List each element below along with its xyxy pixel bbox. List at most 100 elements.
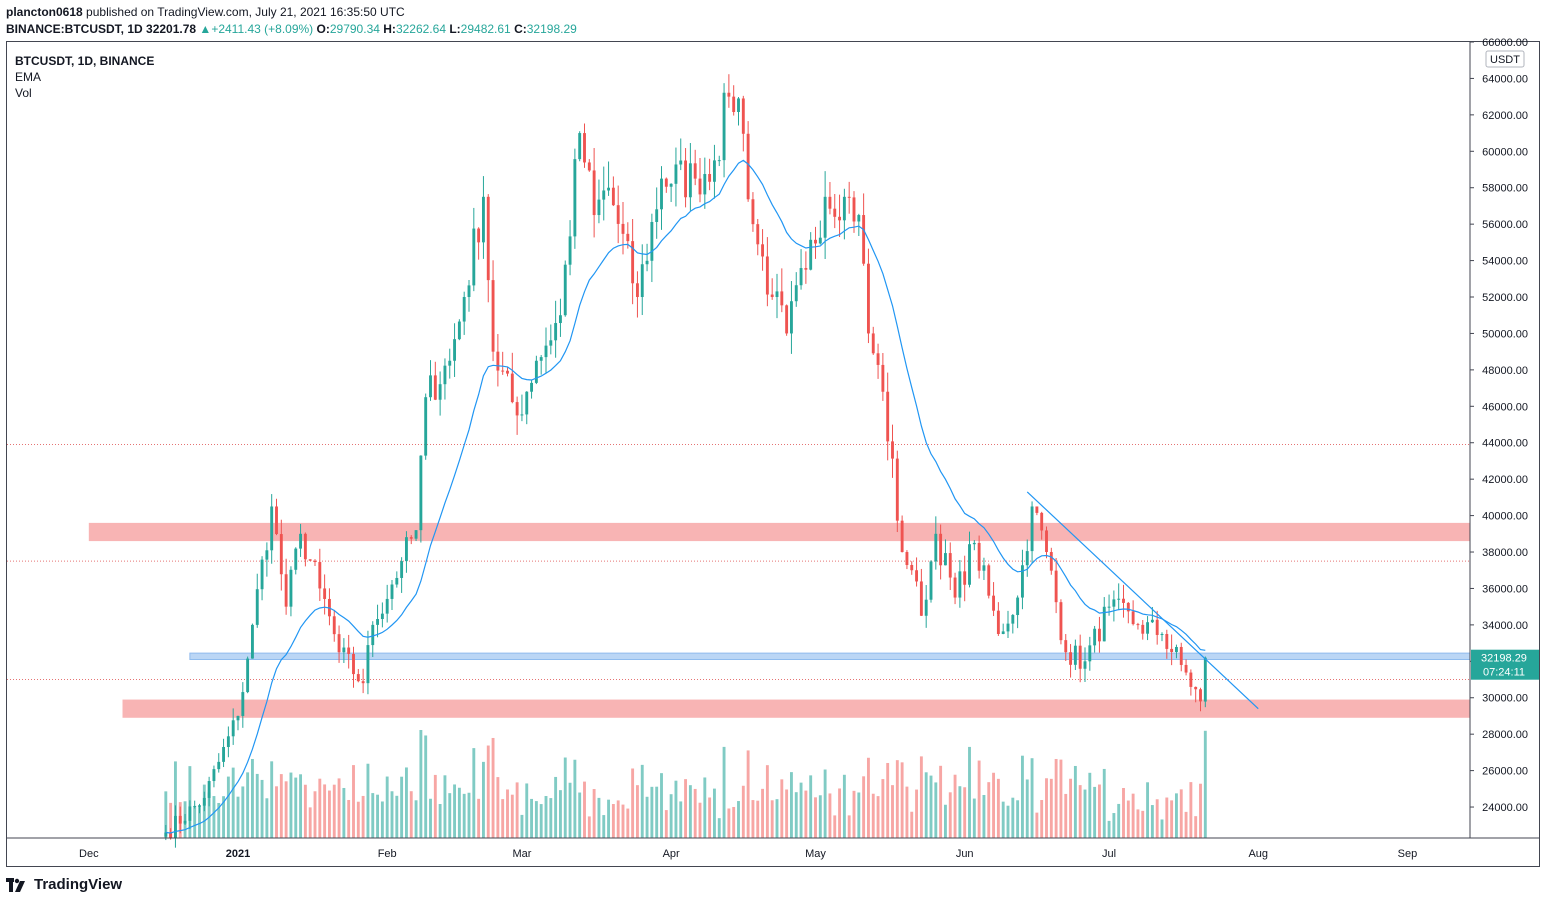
candle — [327, 588, 331, 626]
volume-bar — [842, 774, 846, 838]
candle-body — [891, 441, 894, 459]
volume-bar — [655, 786, 659, 838]
volume-bar — [376, 794, 380, 838]
candle — [1184, 659, 1188, 676]
candle-body — [934, 533, 938, 562]
volume-bar — [404, 767, 408, 838]
candle-body — [212, 769, 216, 782]
candle — [472, 207, 476, 292]
candle-body — [972, 542, 976, 545]
price-tick-label: 46000.00 — [1482, 401, 1528, 413]
price-tick-label: 66000.00 — [1482, 37, 1528, 49]
candle — [486, 194, 490, 303]
candle — [231, 708, 235, 745]
candle — [563, 260, 567, 317]
candle — [621, 202, 625, 255]
volume-bar — [688, 785, 692, 838]
candle-body — [1035, 506, 1039, 513]
candle-body — [534, 360, 538, 383]
candle-body — [549, 340, 553, 346]
volume-bar — [823, 769, 827, 838]
candle — [929, 560, 933, 603]
candle — [361, 668, 365, 694]
candle — [1189, 669, 1193, 696]
support-zone[interactable] — [189, 652, 1471, 660]
candle — [1045, 526, 1048, 559]
legend-ema[interactable]: EMA — [15, 70, 42, 84]
candle — [515, 396, 519, 435]
volume-bar — [1001, 801, 1005, 838]
price-tick-label: 24000.00 — [1482, 802, 1528, 814]
candle — [761, 229, 765, 271]
candle-body — [737, 98, 740, 113]
volume-bar — [1049, 778, 1053, 838]
candle — [173, 805, 177, 848]
candle-body — [226, 736, 230, 747]
volume-bar — [554, 776, 558, 838]
candle — [592, 148, 596, 238]
candle-body — [770, 294, 774, 298]
candle-body — [1102, 606, 1106, 642]
volume-bar — [775, 799, 779, 838]
volume-bar — [660, 773, 663, 838]
candle — [770, 278, 774, 300]
candle — [881, 352, 885, 401]
volume-bar — [828, 793, 832, 838]
candle — [1102, 597, 1106, 642]
volume-bar — [987, 782, 991, 838]
candle — [1006, 610, 1010, 639]
price-tick-label: 54000.00 — [1482, 256, 1528, 268]
dotted-levels — [7, 444, 1470, 681]
candle — [404, 531, 408, 573]
candle-body — [404, 537, 408, 562]
candle-body — [915, 570, 919, 582]
candle-body — [1122, 598, 1125, 603]
volume-bar — [674, 780, 678, 838]
candle-body — [842, 196, 846, 221]
volume-bar — [1035, 812, 1039, 838]
volume-bar — [241, 786, 245, 838]
descending-trendline[interactable] — [1026, 491, 1259, 710]
volume-bar — [1107, 820, 1111, 838]
legend-vol[interactable]: Vol — [15, 86, 32, 100]
volume-bar — [342, 787, 346, 838]
publisher-name[interactable]: plancton0618 — [6, 5, 83, 19]
candle — [650, 213, 654, 283]
volume-bar — [929, 775, 933, 838]
candle-body — [443, 365, 447, 385]
candle-body — [1045, 530, 1048, 553]
volume-bar — [534, 801, 538, 838]
candle-body — [968, 544, 971, 585]
candle-body — [963, 571, 967, 585]
volume-bar — [919, 756, 923, 838]
resistance-zone[interactable] — [122, 699, 1471, 718]
volume-bar — [169, 802, 173, 838]
candle-body — [818, 237, 822, 244]
volume-bar — [905, 786, 909, 838]
price-tick-label: 36000.00 — [1482, 583, 1528, 595]
candle — [193, 800, 197, 809]
price-change: +2411.43 (+8.09%) — [211, 22, 314, 36]
candle — [1054, 558, 1058, 614]
volume-bar — [924, 772, 928, 838]
candle-body — [554, 323, 558, 341]
candle — [520, 394, 524, 422]
price-tick-label: 28000.00 — [1482, 729, 1528, 741]
resistance-zone[interactable] — [88, 522, 1470, 542]
trendline[interactable] — [1026, 491, 1259, 710]
candle-body — [188, 806, 192, 821]
tradingview-footer[interactable]: TradingView — [6, 876, 122, 893]
volume-bar — [501, 799, 505, 838]
volume-bar — [737, 801, 740, 838]
candle — [587, 159, 591, 172]
candle — [727, 74, 731, 108]
low-label: L: — [449, 22, 461, 36]
volume-bar — [433, 774, 437, 838]
candle-body — [178, 815, 182, 824]
volume-bar — [303, 784, 307, 838]
publish-line: plancton0618 published on TradingView.co… — [6, 4, 577, 21]
candle — [178, 806, 182, 834]
candle — [380, 602, 384, 628]
candle-body — [202, 797, 206, 806]
